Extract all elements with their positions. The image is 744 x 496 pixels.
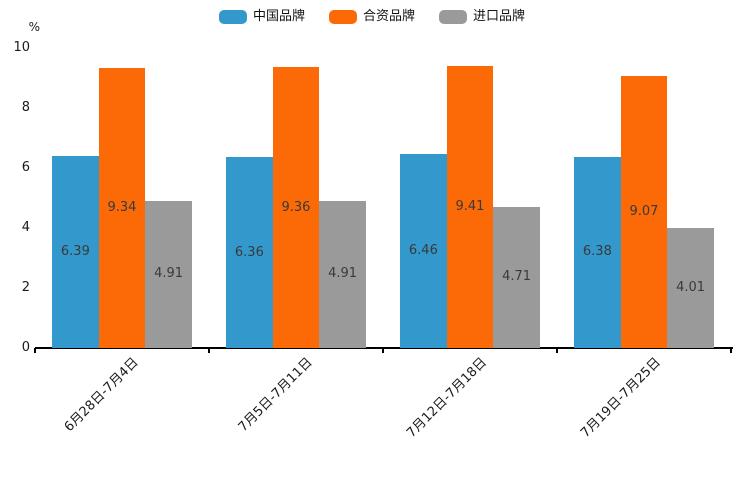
legend-item-imported: 进口品牌 (439, 9, 525, 25)
y-tick-label: 2 (21, 280, 30, 295)
bar-value-label: 9.34 (107, 199, 137, 215)
bar-value-label: 9.41 (455, 198, 485, 214)
y-axis-unit-label: % (28, 20, 40, 34)
bar-value-label: 4.71 (502, 269, 532, 285)
bar (98, 67, 146, 348)
legend-swatch-orange (328, 10, 357, 24)
bar-value-label: 4.01 (676, 279, 706, 295)
bar (446, 65, 494, 348)
bar (620, 75, 668, 348)
bar (319, 200, 366, 348)
y-tick-label: 8 (21, 100, 30, 115)
legend-item-china: 中国品牌 (218, 9, 305, 25)
bar (667, 227, 714, 348)
x-axis-tick (730, 348, 732, 353)
bar-value-label: 9.07 (629, 203, 659, 219)
x-axis-tick (556, 348, 558, 353)
bar-value-label: 4.91 (154, 266, 184, 282)
y-tick-label: 0 (21, 340, 30, 355)
bar (52, 156, 99, 348)
legend-item-joint-venture: 合资品牌 (328, 9, 415, 25)
legend-swatch-blue (218, 10, 247, 24)
bar-value-label: 6.36 (234, 244, 264, 260)
y-tick-label: 4 (21, 220, 30, 235)
legend-swatch-gray (439, 10, 467, 24)
bar (400, 154, 447, 348)
bar (145, 200, 192, 348)
legend-label: 合资品牌 (362, 9, 415, 24)
legend-label: 进口品牌 (473, 9, 526, 24)
x-axis-line (35, 347, 733, 349)
x-tick-label: 6月28日-7月4日 (61, 355, 142, 435)
x-tick-label: 7月19日-7月25日 (577, 355, 664, 441)
y-tick-label: 10 (13, 40, 30, 55)
legend: 中国品牌 合资品牌 进口品牌 (0, 9, 744, 25)
bar (272, 67, 320, 348)
x-axis-tick (34, 348, 36, 353)
bar (574, 156, 621, 348)
x-axis-tick (382, 348, 384, 353)
x-tick-label: 7月5日-7月11日 (235, 355, 316, 435)
x-tick-label: 7月12日-7月18日 (403, 355, 490, 441)
legend-label: 中国品牌 (252, 9, 305, 24)
bar (493, 206, 540, 348)
bar-value-label: 6.38 (582, 244, 612, 260)
bar (226, 157, 273, 348)
bar-value-label: 4.91 (328, 266, 358, 282)
x-axis-tick (208, 348, 210, 353)
bar-value-label: 6.39 (60, 244, 90, 260)
y-tick-label: 6 (21, 160, 30, 175)
bar-value-label: 9.36 (281, 199, 311, 215)
bar-value-label: 6.46 (408, 243, 438, 259)
